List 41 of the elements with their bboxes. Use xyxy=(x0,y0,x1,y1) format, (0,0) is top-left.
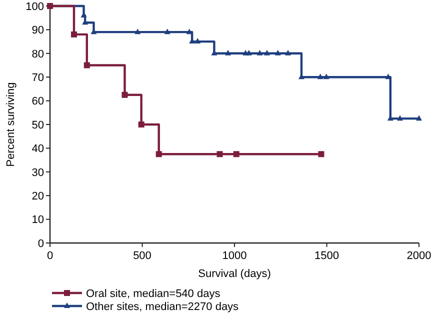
point xyxy=(156,151,162,158)
y-tick-label: 100 xyxy=(26,0,44,13)
y-tick-label: 50 xyxy=(32,119,44,132)
y-tick-label: 60 xyxy=(32,96,44,108)
point xyxy=(317,74,324,80)
y-tick-label: 40 xyxy=(32,143,44,156)
point xyxy=(246,50,252,56)
point xyxy=(233,151,240,158)
point xyxy=(84,62,90,68)
point xyxy=(225,50,232,56)
point xyxy=(164,28,170,34)
x-tick-label: 0 xyxy=(46,250,54,262)
point xyxy=(318,151,324,158)
y-tick-label: 70 xyxy=(32,72,44,84)
point xyxy=(416,115,422,121)
y-tick-label: 0 xyxy=(38,238,44,250)
point xyxy=(70,31,77,38)
point xyxy=(256,50,263,56)
x-tick-label: 500 xyxy=(133,250,152,262)
point xyxy=(323,74,330,80)
y-tick-label: 90 xyxy=(32,24,44,37)
y-tick-label: 80 xyxy=(32,48,44,60)
point xyxy=(274,50,281,56)
y-tick-label: 10 xyxy=(32,214,44,226)
legend-label: Oral site, median=540 days xyxy=(86,288,221,300)
x-tick-label: 1000 xyxy=(222,250,247,262)
y-axis-title: Percent surviving xyxy=(5,82,17,167)
point xyxy=(396,115,403,121)
legend-label: Other sites, median=2270 days xyxy=(86,300,240,313)
point xyxy=(194,38,201,44)
point xyxy=(264,50,270,56)
point xyxy=(134,28,141,34)
x-axis-title: Survival (days) xyxy=(198,268,271,280)
point xyxy=(138,122,144,128)
point xyxy=(216,151,223,158)
point xyxy=(285,50,292,56)
x-tick-label: 2000 xyxy=(406,250,432,262)
y-tick-label: 30 xyxy=(32,166,44,179)
x-tick-label: 1500 xyxy=(314,250,339,262)
y-tick-label: 20 xyxy=(32,190,44,202)
point xyxy=(122,92,128,98)
